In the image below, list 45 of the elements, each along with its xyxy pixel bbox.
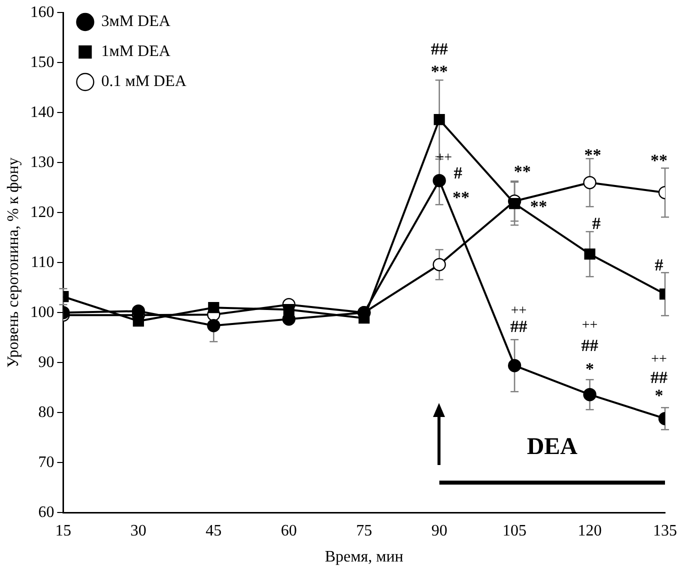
y-tick-label: 80 — [38, 404, 54, 421]
y-tick-label: 110 — [30, 254, 54, 271]
annotation: ++ — [436, 150, 452, 166]
annotation: ** — [514, 162, 531, 181]
annotation: ** — [584, 145, 602, 164]
x-tick-label: 45 — [206, 522, 222, 540]
annotation: ## — [510, 316, 528, 336]
y-tick-label: 70 — [38, 454, 54, 471]
x-tick-label: 90 — [431, 522, 448, 540]
annotation: ## — [430, 39, 448, 58]
annotation: * — [654, 386, 664, 405]
annotation: ++ — [510, 303, 527, 318]
y-tick-label: 140 — [30, 104, 54, 121]
x-tick-label: 75 — [356, 522, 372, 540]
legend-label: 1мМ DEA — [101, 43, 171, 60]
x-tick-label: 135 — [653, 522, 677, 540]
annotation: ** — [650, 150, 668, 170]
x-tick-label: 120 — [578, 522, 602, 540]
legend-label: 3мМ DEA — [101, 13, 171, 30]
annotation: # — [454, 163, 463, 182]
y-tick-label: 150 — [30, 54, 54, 71]
x-tick-label: 60 — [280, 522, 297, 540]
annotation: ## — [650, 368, 668, 387]
annotation: # — [654, 255, 664, 274]
x-tick-label: 30 — [130, 522, 146, 540]
annotation: * — [586, 359, 594, 378]
y-tick-label: 130 — [30, 154, 54, 171]
annotation: ++ — [582, 318, 598, 333]
y-tick-label: 160 — [30, 4, 54, 21]
legend-label: 0.1 мМ DEA — [101, 73, 187, 90]
y-tick-label: 100 — [30, 304, 54, 321]
y-tick-label: 120 — [30, 204, 54, 221]
annotation: DEA — [526, 434, 578, 460]
x-axis-title: Время, мин — [324, 548, 404, 566]
annotation: ** — [430, 62, 448, 81]
x-tick-label: 15 — [55, 522, 72, 540]
y-axis-title: Уровень серотонина, % к фону — [4, 158, 22, 368]
annotation: ++ — [651, 352, 667, 367]
annotation: # — [592, 214, 602, 233]
annotation: ** — [452, 188, 470, 207]
y-tick-label: 60 — [38, 504, 54, 521]
annotation: ** — [530, 196, 548, 216]
annotation: ## — [581, 336, 599, 355]
y-tick-label: 90 — [38, 354, 54, 371]
x-tick-label: 105 — [502, 522, 527, 540]
